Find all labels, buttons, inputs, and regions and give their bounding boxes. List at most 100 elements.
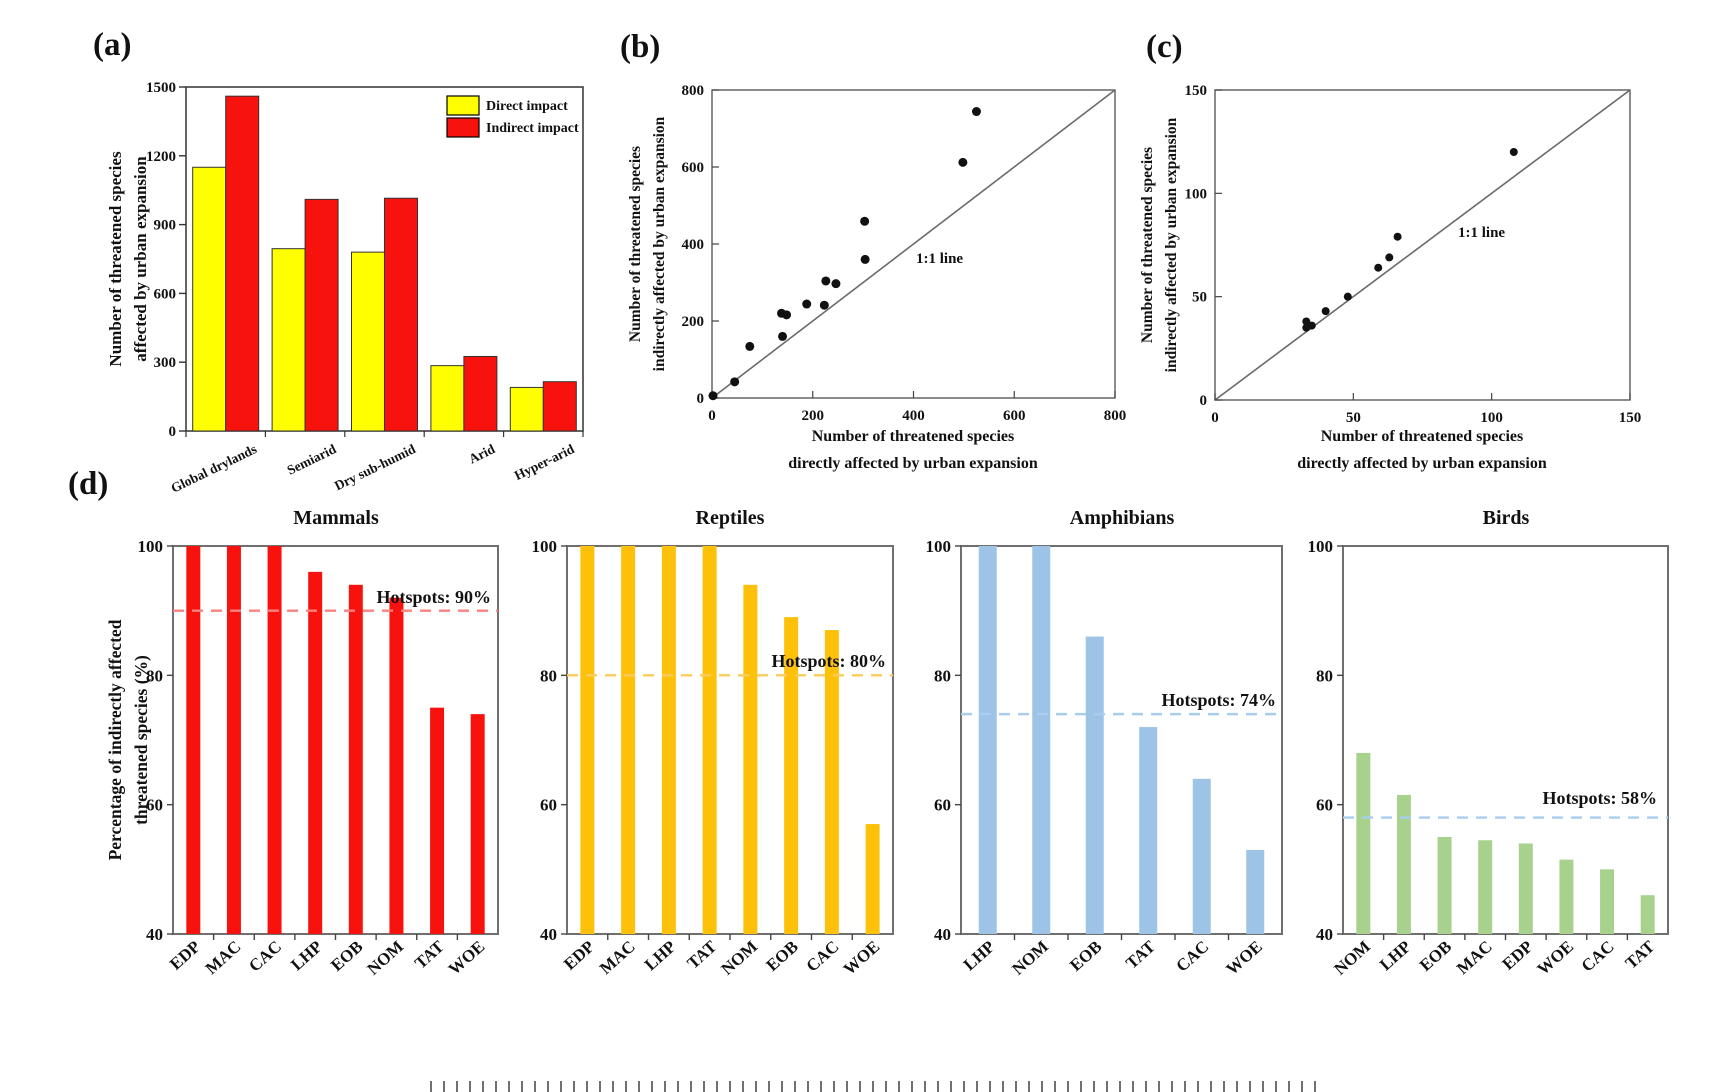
bar: [186, 546, 201, 934]
scatter-point: [745, 341, 755, 351]
category-label: NOM: [364, 937, 408, 979]
panel-c-xlabel-line2: directly affected by urban expansion: [1297, 455, 1547, 472]
category-label: WOE: [840, 937, 884, 979]
category-label: MAC: [1453, 937, 1496, 978]
category-label: NOM: [1008, 937, 1052, 979]
bar: [348, 584, 363, 934]
bar: [1246, 849, 1265, 934]
hotspot-label-birds: Hotspots: 58%: [1542, 788, 1657, 808]
panel-b-letter: (b): [620, 29, 660, 65]
subpanel-title-birds: Birds: [1483, 507, 1530, 529]
bar: [430, 707, 445, 934]
bar: [1032, 546, 1051, 934]
scatter-point: [1302, 317, 1311, 326]
category-label: EOB: [327, 937, 366, 975]
panel-d-ylabel-line1: Percentage of indirectly affected: [105, 619, 125, 860]
bar: [226, 546, 241, 934]
bar: [1478, 840, 1493, 934]
category-label: EOB: [1416, 937, 1455, 975]
bar: [1600, 869, 1615, 934]
bar: [1139, 727, 1158, 934]
bar-indirect: [225, 95, 260, 432]
category-label: LHP: [287, 937, 326, 975]
subpanel-title-mammals: Mammals: [293, 507, 379, 529]
y-tick-label: 0: [697, 391, 705, 407]
bar: [784, 617, 799, 934]
category-label: LHP: [641, 937, 680, 975]
scatter-point: [860, 254, 870, 264]
category-label: CAC: [1172, 937, 1212, 976]
category-label: MAC: [596, 937, 639, 978]
y-tick-label: 80: [934, 666, 951, 685]
legend-swatch-indirect: [446, 117, 480, 138]
bar: [1559, 859, 1574, 934]
y-tick-label: 900: [154, 218, 177, 234]
panel-c-letter: (c): [1146, 29, 1183, 65]
bar-direct: [430, 365, 465, 432]
subpanel-plot-box: [960, 545, 1283, 935]
panel-c-ylabel-line2: indirectly affected by urban expansion: [1163, 117, 1180, 372]
y-tick-label: 100: [532, 537, 558, 556]
category-label: WOE: [1534, 937, 1578, 979]
y-tick-label: 400: [682, 237, 705, 253]
bar: [865, 824, 880, 934]
bar-indirect: [304, 198, 339, 432]
y-tick-label: 50: [1192, 290, 1207, 306]
x-tick-label: 400: [902, 408, 925, 424]
category-label: TAT: [683, 936, 720, 972]
bar-direct: [351, 251, 385, 432]
bar: [978, 546, 997, 934]
panel-a-ylabel-line2: affected by urban expansion: [131, 156, 150, 362]
scatter-point: [821, 276, 831, 286]
one-to-one-line: [711, 89, 1116, 399]
panel-c-one-to-one-label: 1:1 line: [1458, 225, 1505, 241]
scatter-point: [1385, 253, 1394, 262]
scatter-point: [831, 279, 841, 289]
category-label: NOM: [1330, 937, 1374, 979]
category-label: EDP: [1499, 937, 1537, 974]
category-label: TAT: [1122, 936, 1159, 972]
bar: [661, 546, 676, 934]
category-label: LHP: [1376, 937, 1415, 975]
bar: [308, 571, 323, 934]
scatter-point: [1509, 148, 1518, 156]
y-tick-label: 60: [540, 796, 557, 815]
bar: [470, 714, 485, 934]
y-tick-label: 100: [138, 537, 164, 556]
y-tick-label: 600: [682, 160, 705, 176]
y-tick-label: 40: [934, 925, 951, 944]
y-tick-label: 60: [934, 796, 951, 815]
panel-c-ylabel-line1: Number of threatened species: [1139, 147, 1156, 343]
hotspot-label-amphibians: Hotspots: 74%: [1161, 690, 1276, 710]
scatter-point: [782, 310, 792, 320]
clipped-caption-strip: [430, 1081, 1320, 1092]
x-tick-label: 100: [1480, 410, 1503, 426]
bar: [389, 597, 404, 934]
y-tick-label: 40: [1316, 925, 1333, 944]
bar-indirect: [542, 381, 577, 432]
panel-b-xlabel-line1: Number of threatened species: [812, 428, 1015, 445]
scatter-point: [1307, 321, 1316, 330]
panel-b-graphics: 0 200 400 600 800 0 200 400 600 800: [682, 83, 1127, 424]
scatter-point: [971, 107, 981, 117]
legend-label-indirect: Indirect impact: [486, 121, 579, 136]
y-tick-label: 100: [926, 537, 952, 556]
bar: [1192, 778, 1211, 934]
scatter-point: [958, 157, 968, 167]
subpanel-title-amphibians: Amphibians: [1070, 507, 1175, 529]
scatter-point: [860, 216, 870, 226]
bar: [1396, 794, 1411, 934]
scatter-point: [778, 331, 788, 341]
bar: [702, 546, 717, 934]
y-tick-label: 100: [1308, 537, 1334, 556]
bar: [1356, 752, 1371, 934]
scatter-point: [1374, 263, 1383, 272]
y-tick-label: 1200: [146, 149, 176, 165]
scatter-point: [802, 299, 812, 309]
category-label: EDP: [166, 937, 204, 974]
bar: [743, 584, 758, 934]
panel-b-one-to-one-label: 1:1 line: [916, 251, 963, 267]
panel-b-ylabel-line1: Number of threatened species: [627, 146, 644, 342]
